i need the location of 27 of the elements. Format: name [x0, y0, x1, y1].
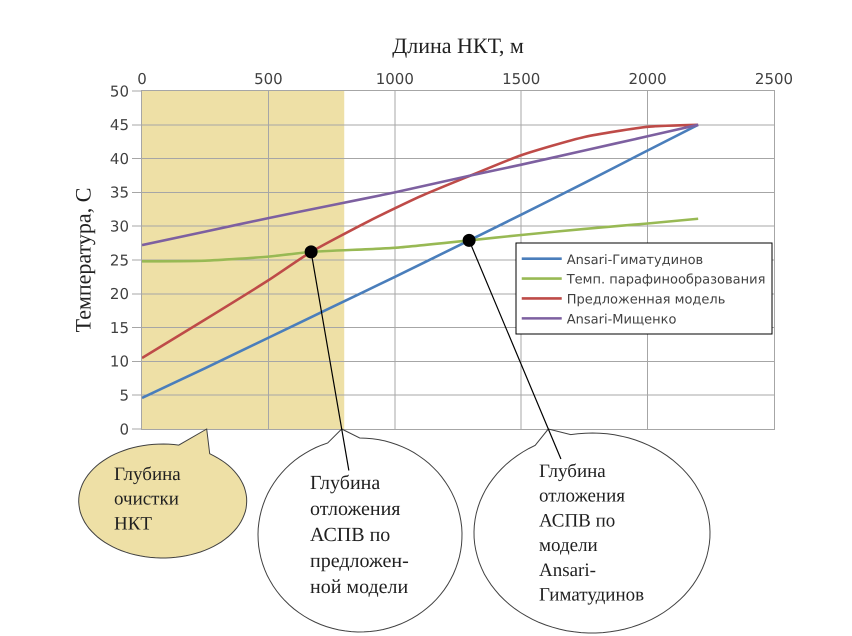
- annotation: Глубина отложения АСПВ по предложен- ной модели: [310, 472, 409, 598]
- y-axis-title: Температура, С: [70, 188, 96, 332]
- legend-label: Ansari-Мищенко: [566, 312, 677, 328]
- legend-label: Предложенная модель: [566, 292, 726, 308]
- legend-label: Ansari-Гиматудинов: [566, 252, 704, 268]
- x-tick-label: 1500: [502, 70, 540, 88]
- y-tick-label: 45: [110, 116, 129, 134]
- line-series: [142, 124, 700, 246]
- x-tick-label: 500: [254, 70, 283, 88]
- y-tick-label: 10: [110, 352, 129, 371]
- y-tick-label: 30: [110, 217, 129, 236]
- y-tick-label: 25: [110, 251, 129, 270]
- legend-label: Темп. парафинообразования: [566, 272, 766, 288]
- band-label: Глубина очистки НКТ: [114, 464, 182, 534]
- x-tick-label: 0: [137, 70, 147, 88]
- y-tick-label: 50: [110, 82, 129, 100]
- y-tick-label: 15: [110, 318, 129, 337]
- x-tick-label: 2000: [628, 70, 667, 88]
- annotation: Глубина отложения АСПВ по модели Ansari- Гиматудинов: [539, 461, 644, 606]
- x-tick-label: 1000: [376, 70, 414, 88]
- x-tick-label: 2500: [754, 70, 794, 88]
- x-axis-title: Длина НКТ, м: [392, 32, 524, 58]
- y-tick-label: 35: [110, 184, 129, 202]
- y-tick-label: 20: [110, 285, 129, 304]
- y-tick-label: 0: [119, 420, 129, 438]
- y-tick-label: 40: [110, 150, 129, 168]
- y-tick-label: 5: [119, 386, 129, 404]
